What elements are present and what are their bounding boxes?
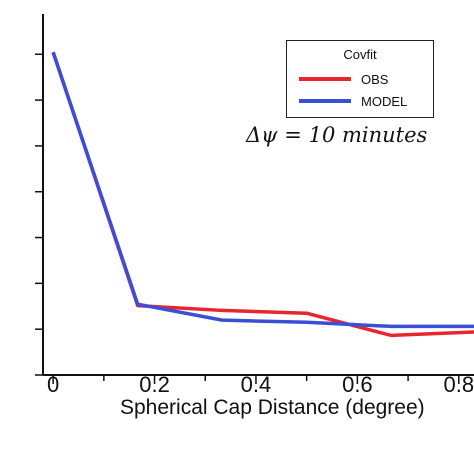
x-tick-label-0: 0: [47, 372, 60, 397]
legend-swatch-model: [299, 99, 351, 103]
x-tick-label-1: 0.2: [139, 372, 170, 397]
legend-title: Covfit: [343, 47, 377, 62]
x-ticks: [52, 375, 460, 384]
x-tick-label-4: 0.8: [443, 372, 474, 397]
x-tick-label-2: 0.4: [240, 372, 272, 397]
legend-item-obs: OBS: [299, 69, 388, 89]
legend-item-model: MODEL: [299, 91, 407, 111]
x-tick-label-3: 0.6: [342, 372, 373, 397]
annotation-delta-psi: Δψ = 10 minutes: [246, 123, 428, 147]
legend-swatch-obs: [299, 77, 351, 81]
y-ticks: [35, 53, 43, 376]
legend: Covfit OBS MODEL: [286, 40, 434, 118]
legend-label-model: MODEL: [361, 93, 408, 109]
series-line-model: [51, 51, 474, 329]
legend-label-obs: OBS: [361, 71, 389, 87]
x-axis-label: Spherical Cap Distance (degree): [120, 396, 425, 419]
series-lines: [51, 51, 474, 338]
